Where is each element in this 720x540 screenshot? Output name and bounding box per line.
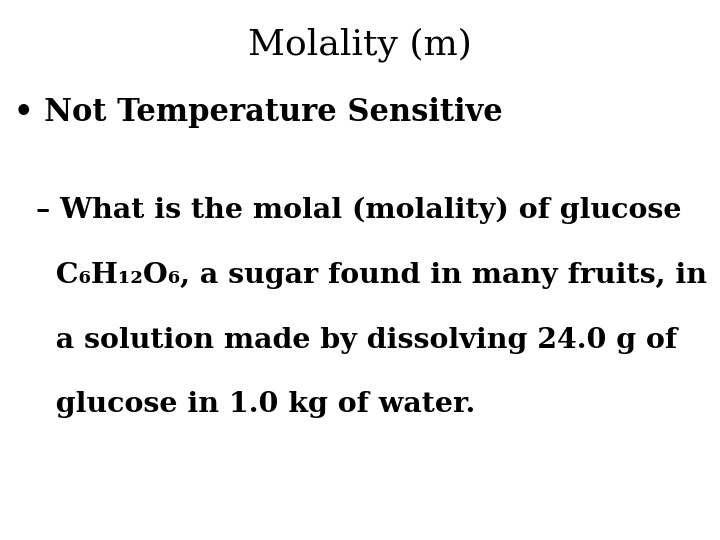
Text: – What is the molal (molality) of glucose: – What is the molal (molality) of glucos…: [36, 197, 682, 225]
Text: glucose in 1.0 kg of water.: glucose in 1.0 kg of water.: [36, 392, 475, 418]
Text: Molality (m): Molality (m): [248, 27, 472, 62]
Text: C₆H₁₂O₆, a sugar found in many fruits, in: C₆H₁₂O₆, a sugar found in many fruits, i…: [36, 262, 707, 289]
Text: a solution made by dissolving 24.0 g of: a solution made by dissolving 24.0 g of: [36, 327, 677, 354]
Text: • Not Temperature Sensitive: • Not Temperature Sensitive: [14, 97, 503, 128]
